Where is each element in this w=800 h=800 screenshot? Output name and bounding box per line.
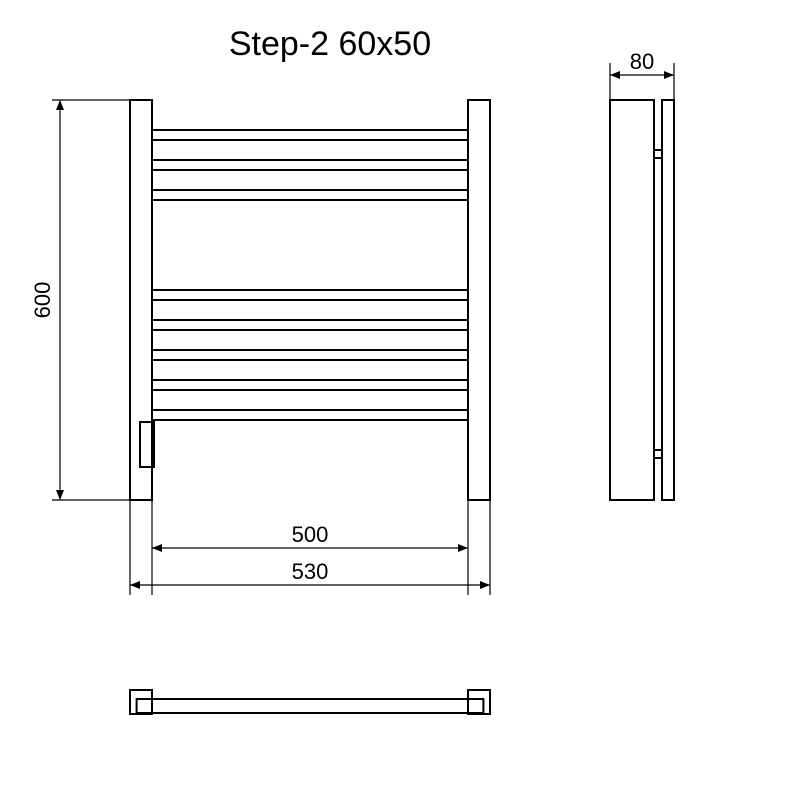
dim-depth: 80 bbox=[630, 49, 654, 74]
drawing-title: Step-2 60x50 bbox=[229, 25, 431, 63]
dim-height: 600 bbox=[30, 282, 55, 319]
dim-width-inner: 500 bbox=[292, 522, 329, 547]
dim-width-outer: 530 bbox=[292, 559, 329, 584]
